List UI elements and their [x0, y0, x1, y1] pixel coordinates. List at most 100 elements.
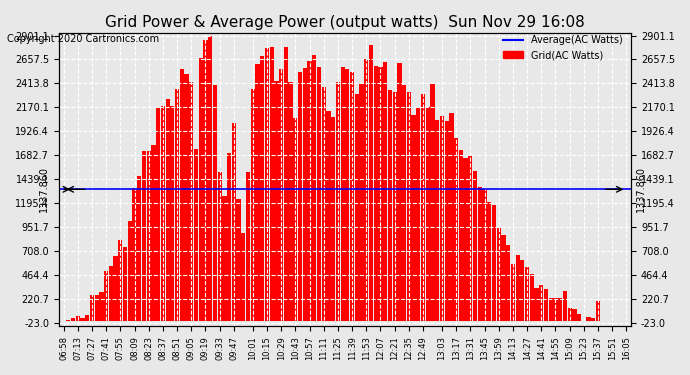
Bar — [293, 118, 297, 321]
Bar — [426, 107, 430, 321]
Bar — [586, 317, 591, 321]
Bar — [113, 256, 118, 321]
Bar — [544, 289, 548, 321]
Bar — [137, 176, 141, 321]
Bar — [558, 298, 562, 321]
Bar — [383, 62, 387, 321]
Bar — [568, 308, 572, 321]
Bar — [497, 228, 501, 321]
Text: Copyright 2020 Cartronics.com: Copyright 2020 Cartronics.com — [7, 34, 159, 44]
Title: Grid Power & Average Power (output watts)  Sun Nov 29 16:08: Grid Power & Average Power (output watts… — [105, 15, 585, 30]
Bar — [572, 309, 577, 321]
Legend: Average(AC Watts), Grid(AC Watts): Average(AC Watts), Grid(AC Watts) — [500, 32, 627, 64]
Bar — [331, 117, 335, 321]
Bar — [175, 89, 179, 321]
Bar — [596, 301, 600, 321]
Bar — [184, 74, 188, 321]
Bar — [322, 87, 326, 321]
Bar — [194, 148, 198, 321]
Bar — [217, 172, 221, 321]
Bar — [179, 69, 184, 321]
Bar — [303, 68, 307, 321]
Bar — [549, 298, 553, 321]
Bar — [364, 59, 368, 321]
Bar — [359, 84, 364, 321]
Bar — [123, 248, 127, 321]
Bar — [90, 295, 94, 321]
Bar — [492, 205, 496, 321]
Bar — [71, 318, 75, 321]
Bar — [482, 189, 486, 321]
Bar — [208, 36, 213, 321]
Bar — [213, 85, 217, 321]
Bar — [326, 111, 331, 321]
Bar — [449, 112, 453, 321]
Bar — [109, 266, 113, 321]
Bar — [454, 138, 458, 321]
Bar — [421, 94, 425, 321]
Bar — [284, 47, 288, 321]
Bar — [336, 82, 340, 321]
Bar — [132, 188, 137, 321]
Bar — [473, 171, 477, 321]
Bar — [369, 45, 373, 321]
Bar — [502, 235, 506, 321]
Bar — [151, 145, 155, 321]
Bar — [260, 56, 264, 321]
Bar — [530, 274, 534, 321]
Bar — [312, 56, 317, 321]
Bar — [288, 82, 293, 321]
Bar — [275, 81, 279, 321]
Bar — [350, 72, 354, 321]
Bar — [270, 47, 274, 321]
Bar — [397, 63, 402, 321]
Bar — [298, 72, 302, 321]
Bar — [393, 92, 397, 321]
Bar — [199, 58, 203, 321]
Bar — [539, 285, 544, 321]
Bar — [317, 67, 321, 321]
Bar — [146, 151, 151, 321]
Bar — [591, 318, 595, 321]
Bar — [416, 108, 420, 321]
Bar — [388, 90, 392, 321]
Bar — [464, 158, 468, 321]
Bar — [535, 288, 539, 321]
Bar — [355, 93, 359, 321]
Bar — [189, 82, 193, 321]
Bar — [85, 315, 89, 321]
Bar — [477, 188, 482, 321]
Bar — [406, 92, 411, 321]
Bar — [563, 291, 567, 321]
Bar — [128, 221, 132, 321]
Bar — [340, 67, 345, 321]
Bar — [487, 202, 491, 321]
Bar — [241, 233, 246, 321]
Bar — [237, 199, 241, 321]
Bar — [265, 48, 269, 321]
Bar — [142, 151, 146, 321]
Bar — [170, 106, 175, 321]
Bar — [515, 255, 520, 321]
Bar — [99, 292, 104, 321]
Bar — [166, 99, 170, 321]
Bar — [255, 64, 259, 321]
Bar — [250, 89, 255, 321]
Bar — [95, 295, 99, 321]
Bar — [232, 123, 236, 321]
Bar — [161, 106, 165, 321]
Bar — [525, 267, 529, 321]
Bar — [402, 85, 406, 321]
Bar — [378, 67, 382, 321]
Bar — [459, 150, 463, 321]
Bar — [411, 115, 415, 321]
Bar — [444, 122, 448, 321]
Bar — [66, 320, 70, 321]
Bar — [506, 245, 511, 321]
Bar — [577, 314, 581, 321]
Bar — [204, 40, 208, 321]
Bar — [553, 298, 558, 321]
Bar — [435, 120, 440, 321]
Bar — [431, 84, 435, 321]
Bar — [227, 153, 231, 321]
